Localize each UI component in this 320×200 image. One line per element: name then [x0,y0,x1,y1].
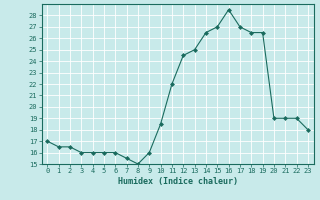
X-axis label: Humidex (Indice chaleur): Humidex (Indice chaleur) [118,177,237,186]
